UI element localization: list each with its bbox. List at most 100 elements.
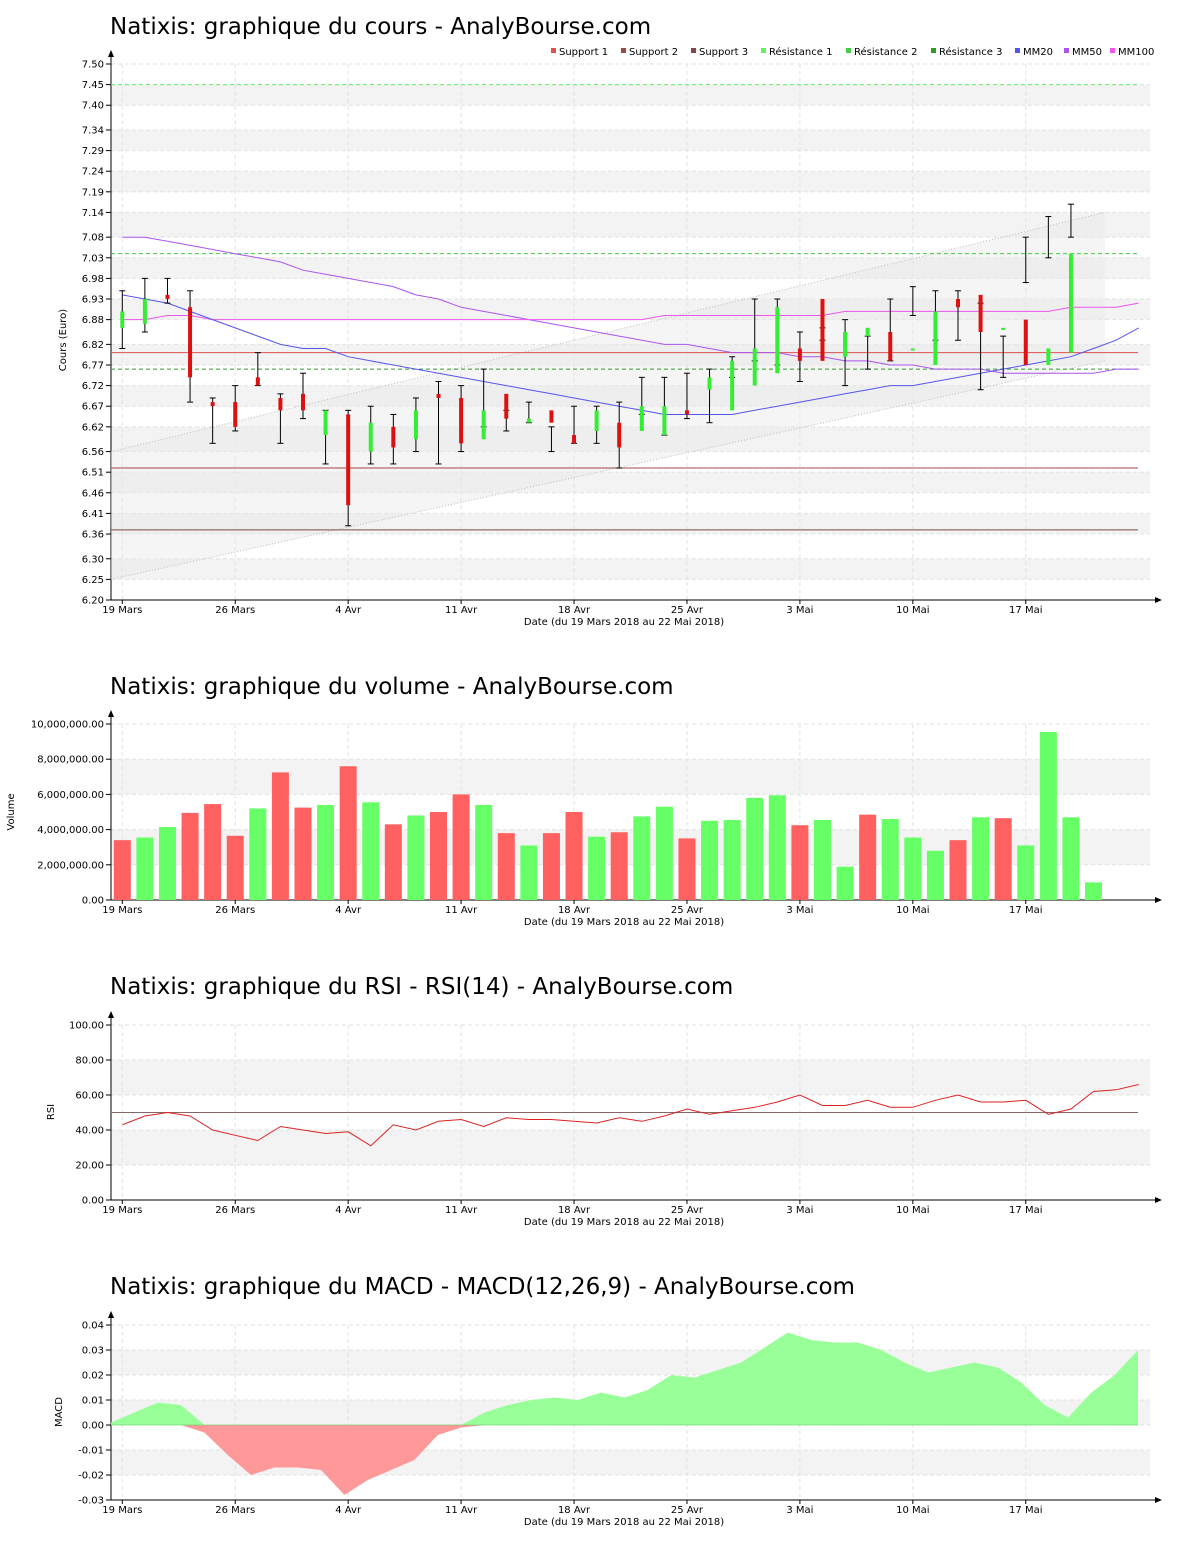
volume-bar — [994, 818, 1012, 900]
candle-body — [865, 327, 870, 337]
candle-body — [978, 294, 983, 332]
volume-bar — [226, 835, 244, 900]
volume-bar — [1017, 845, 1035, 900]
price-y-tick-label: 6.72 — [82, 381, 104, 392]
legend-swatch — [761, 48, 766, 53]
legend-label: MM50 — [1072, 47, 1102, 58]
price-y-tick-label: 6.88 — [82, 315, 104, 326]
candle-body — [933, 311, 938, 365]
candle-body — [707, 377, 712, 390]
volume-y-tick-label: 0.00 — [82, 896, 104, 907]
price-y-tick-label: 6.67 — [82, 402, 104, 413]
rsi-y-tick-label: 20.00 — [75, 1161, 104, 1172]
macd-x-tick-label: 25 Avr — [671, 1505, 704, 1516]
price-y-tick-label: 7.08 — [82, 233, 104, 244]
legend-swatch — [846, 48, 851, 53]
price-x-tick-label: 3 Mai — [786, 605, 813, 616]
price-y-axis-arrow — [108, 50, 114, 57]
macd-x-tick-label: 10 Mai — [896, 1505, 929, 1516]
volume-y-axis-arrow — [108, 710, 114, 717]
price-grid-band — [111, 385, 1150, 407]
candle-body — [730, 360, 735, 411]
candle-body — [436, 393, 441, 398]
macd-y-tick-label: -0.01 — [78, 1446, 104, 1457]
candle-body — [165, 294, 170, 300]
volume-bar — [339, 766, 357, 900]
price-y-tick-label: 7.19 — [82, 187, 104, 198]
candle-body — [1001, 327, 1006, 330]
legend-swatch — [1064, 48, 1069, 53]
legend-swatch — [931, 48, 936, 53]
price-y-tick-label: 7.24 — [82, 167, 104, 178]
macd-y-axis-arrow — [108, 1311, 114, 1318]
candle-body — [346, 414, 351, 506]
price-y-tick-label: 7.40 — [82, 101, 104, 112]
macd-negative-area — [111, 1425, 1138, 1495]
candle-body — [888, 332, 893, 361]
volume-bar — [542, 833, 560, 900]
volume-x-tick-label: 10 Mai — [896, 905, 929, 916]
rsi-line — [122, 1084, 1139, 1147]
mm20-line — [122, 294, 1139, 415]
volume-bar — [655, 806, 673, 900]
volume-x-axis-caption: Date (du 19 Mars 2018 au 22 Mai 2018) — [524, 917, 724, 928]
macd-y-tick-label: 0.04 — [82, 1321, 104, 1332]
candle-body — [210, 402, 215, 407]
price-grid-band — [111, 171, 1150, 192]
price-y-tick-label: 6.30 — [82, 554, 104, 565]
candle-body — [1046, 348, 1051, 365]
volume-bar — [384, 824, 402, 900]
candle-body — [526, 418, 531, 423]
volume-x-tick-label: 4 Avr — [335, 905, 362, 916]
price-grid-band — [111, 426, 1150, 452]
rsi-y-axis-label: RSI — [46, 1104, 57, 1120]
volume-bar — [136, 837, 154, 900]
volume-bar — [926, 850, 944, 900]
price-x-tick-label: 17 Mai — [1009, 605, 1042, 616]
legend-label: Résistance 2 — [854, 46, 917, 58]
price-y-tick-label: 6.41 — [82, 509, 104, 520]
volume-y-tick-label: 2,000,000.00 — [37, 860, 104, 871]
rsi-y-tick-label: 0.00 — [82, 1196, 104, 1207]
candle-body — [662, 406, 667, 436]
candle-body — [1068, 253, 1073, 353]
candle-body — [255, 377, 260, 386]
rsi-x-tick-label: 11 Avr — [445, 1205, 478, 1216]
macd-y-tick-label: -0.02 — [78, 1471, 104, 1482]
candle-body — [413, 410, 418, 440]
legend-label: Support 1 — [559, 47, 608, 58]
rsi-y-axis-arrow — [108, 1011, 114, 1018]
price-grid-band — [111, 212, 1150, 238]
legend-label: Support 2 — [629, 47, 678, 58]
volume-grid-band — [111, 829, 1150, 865]
price-y-tick-label: 6.93 — [82, 295, 104, 306]
candle-body — [459, 397, 464, 444]
volume-x-tick-label: 3 Mai — [786, 905, 813, 916]
price-y-tick-label: 6.62 — [82, 422, 104, 433]
candle-body — [120, 311, 125, 328]
volume-bar — [113, 840, 131, 900]
volume-bar — [452, 794, 470, 900]
trend-channel-area — [111, 212, 1105, 580]
rsi-x-axis-arrow — [1155, 1197, 1162, 1203]
volume-bar — [813, 819, 831, 900]
rsi-grid-band — [111, 1060, 1150, 1095]
macd-x-tick-label: 19 Mars — [102, 1505, 142, 1516]
macd-x-tick-label: 11 Avr — [445, 1505, 478, 1516]
volume-y-axis-label: Volume — [6, 793, 17, 830]
legend-label: MM20 — [1023, 47, 1053, 58]
price-y-tick-label: 6.46 — [82, 488, 104, 499]
candle-body — [481, 410, 486, 440]
volume-bar — [430, 812, 448, 900]
price-x-tick-label: 26 Mars — [215, 605, 255, 616]
price-y-tick-label: 6.51 — [82, 468, 104, 479]
volume-bar — [407, 815, 425, 900]
legend-swatch — [551, 48, 556, 53]
candle-body — [391, 426, 396, 448]
volume-bar — [678, 838, 696, 900]
price-y-axis-label: Cours (Euro) — [58, 309, 69, 372]
volume-bar — [588, 836, 606, 900]
volume-bar — [791, 825, 809, 900]
volume-bar — [972, 817, 990, 900]
